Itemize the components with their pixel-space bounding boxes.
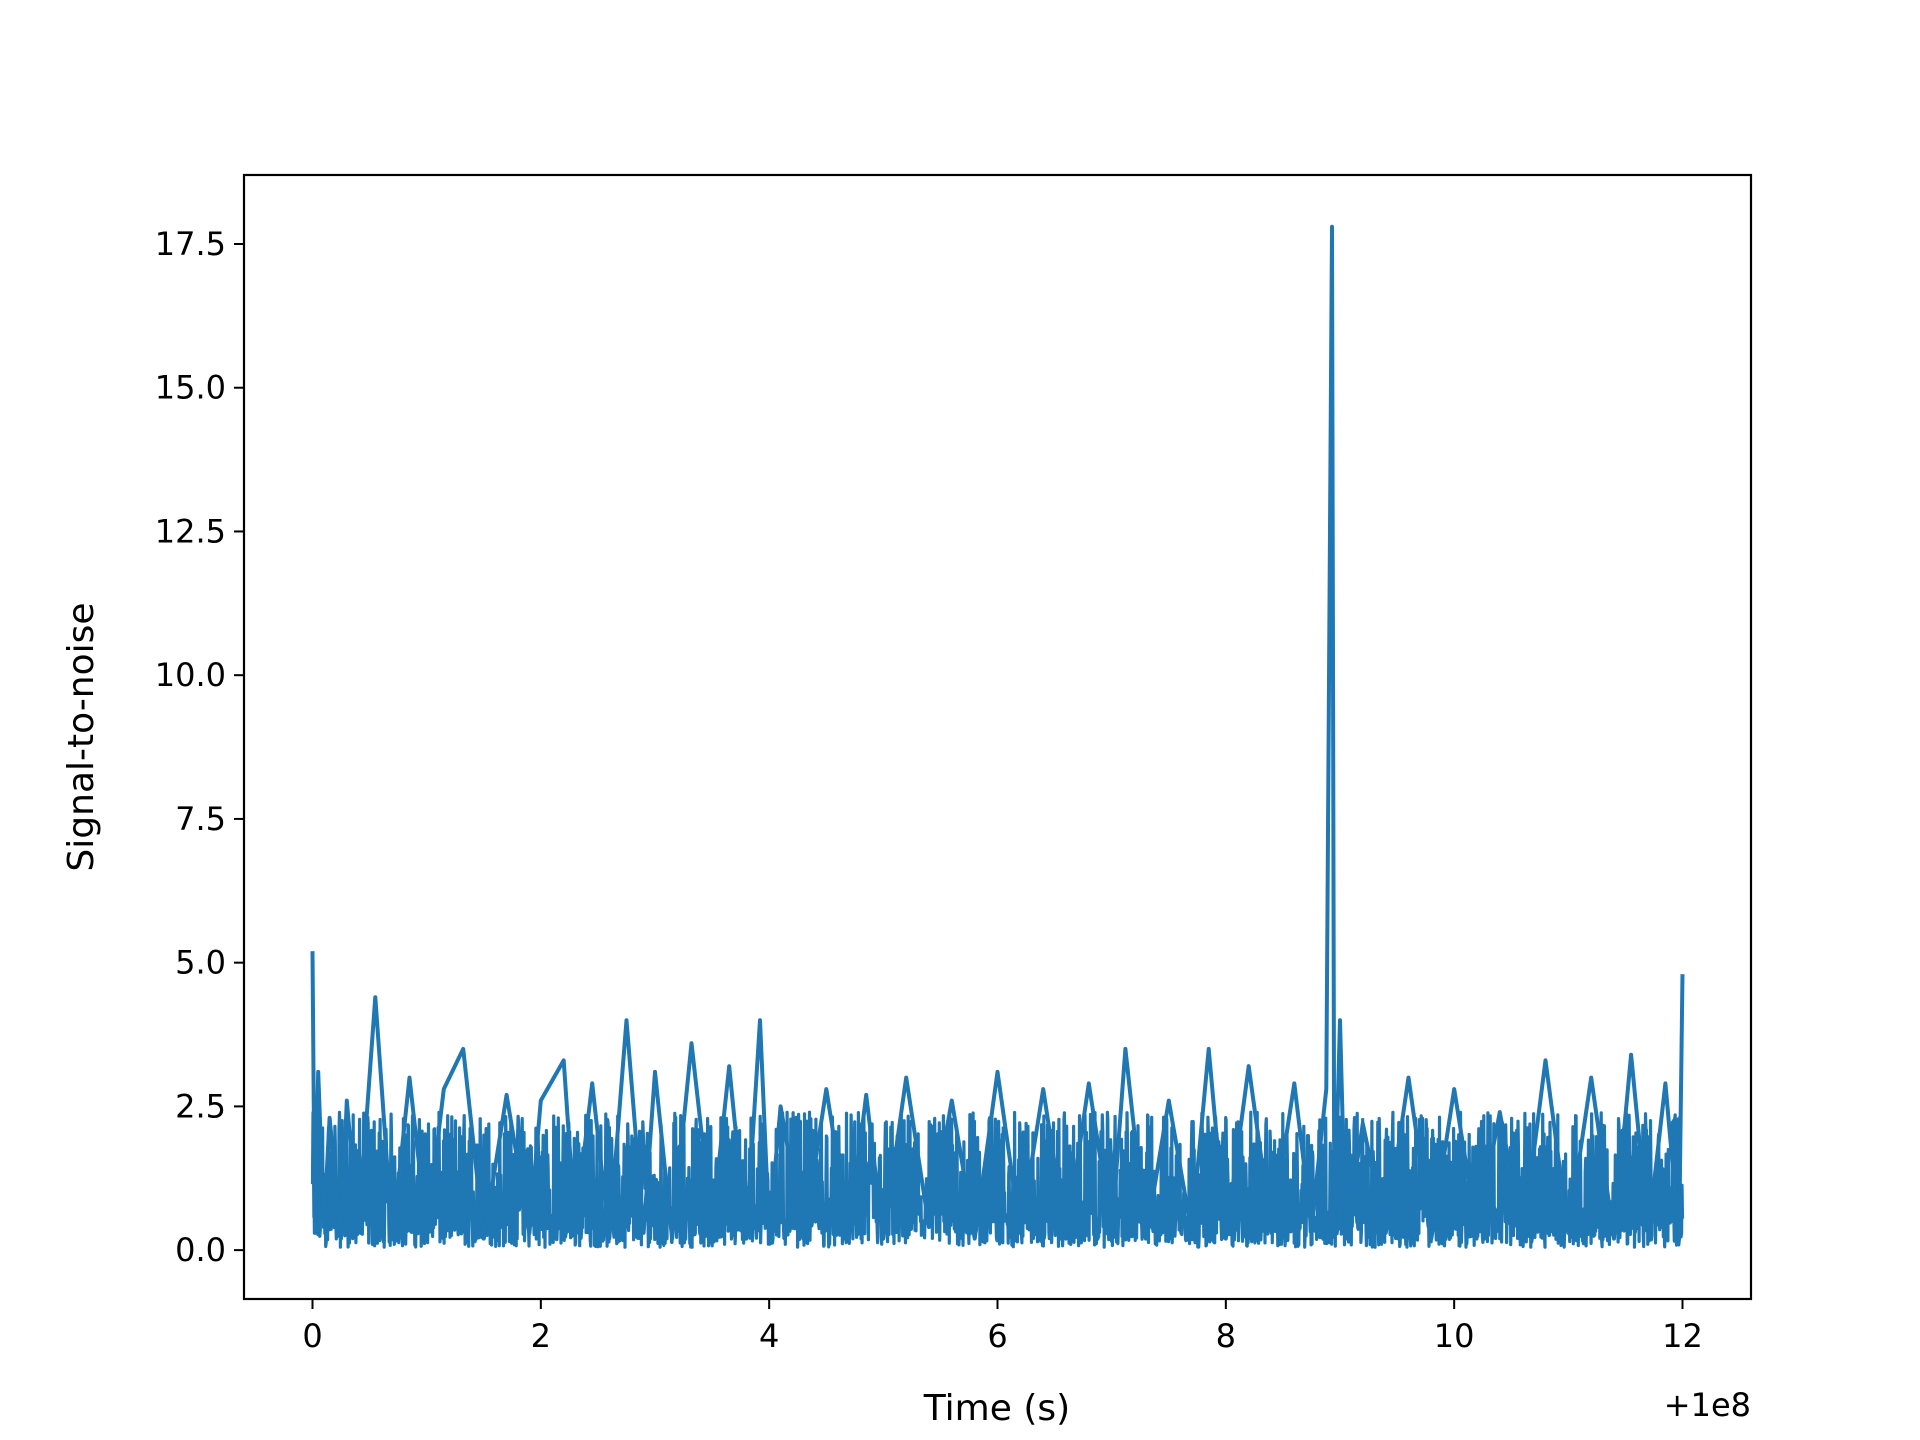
- y-axis-title: Signal-to-noise: [61, 602, 102, 871]
- plot-area: [242, 173, 1753, 1301]
- snr-noise-band: [310, 1110, 1685, 1249]
- x-tick-label: 10: [1434, 1317, 1475, 1355]
- x-axis: 0 2 4 6 8 10 12: [302, 1299, 1703, 1355]
- x-tick-label: 0: [302, 1317, 322, 1355]
- x-tick-label: 2: [531, 1317, 551, 1355]
- y-tick-label: 0.0: [175, 1231, 226, 1269]
- snr-series-line: [310, 224, 1685, 1241]
- x-tick-label: 12: [1662, 1317, 1703, 1355]
- series-layer: [310, 224, 1685, 1249]
- y-tick-label: 10.0: [155, 656, 226, 694]
- y-tick-label: 17.5: [155, 225, 226, 263]
- y-tick-label: 2.5: [175, 1087, 226, 1125]
- x-tick-label: 8: [1216, 1317, 1236, 1355]
- y-tick-label: 12.5: [155, 512, 226, 550]
- y-axis: 0.0 2.5 5.0 7.5 10.0 12.5 15.0 17.5: [155, 225, 244, 1269]
- x-tick-label: 6: [987, 1317, 1007, 1355]
- x-tick-label: 4: [759, 1317, 779, 1355]
- x-offset-label: +1e8: [1664, 1386, 1751, 1424]
- x-axis-title: Time (s): [923, 1388, 1070, 1429]
- y-tick-label: 5.0: [175, 944, 226, 982]
- y-tick-label: 15.0: [155, 369, 226, 407]
- y-tick-label: 7.5: [175, 800, 226, 838]
